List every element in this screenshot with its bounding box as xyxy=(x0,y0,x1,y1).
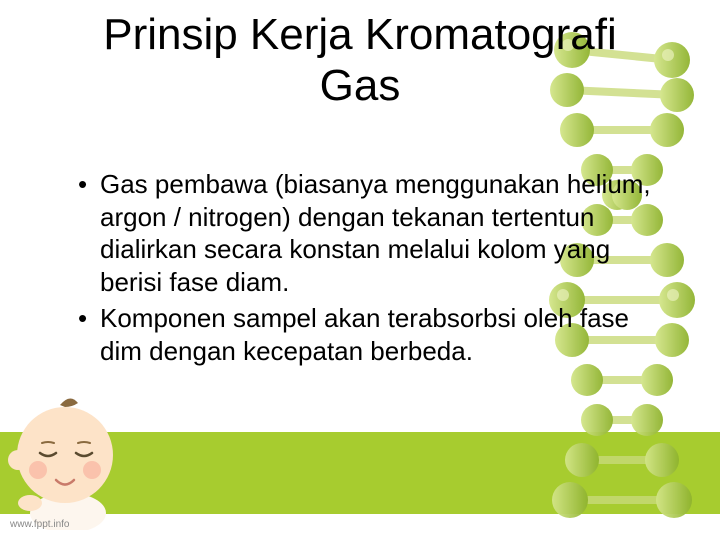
baby-cartoon-decoration xyxy=(0,385,130,530)
bullet-item: Komponen sampel akan terabsorbsi oleh fa… xyxy=(78,302,658,367)
footer-credit: www.fppt.info xyxy=(10,519,69,530)
bullet-list: Gas pembawa (biasanya menggunakan helium… xyxy=(78,168,658,371)
bullet-item: Gas pembawa (biasanya menggunakan helium… xyxy=(78,168,658,298)
slide-title: Prinsip Kerja KromatografiGas xyxy=(0,10,720,111)
slide-container: Prinsip Kerja KromatografiGas Gas pembaw… xyxy=(0,0,720,540)
